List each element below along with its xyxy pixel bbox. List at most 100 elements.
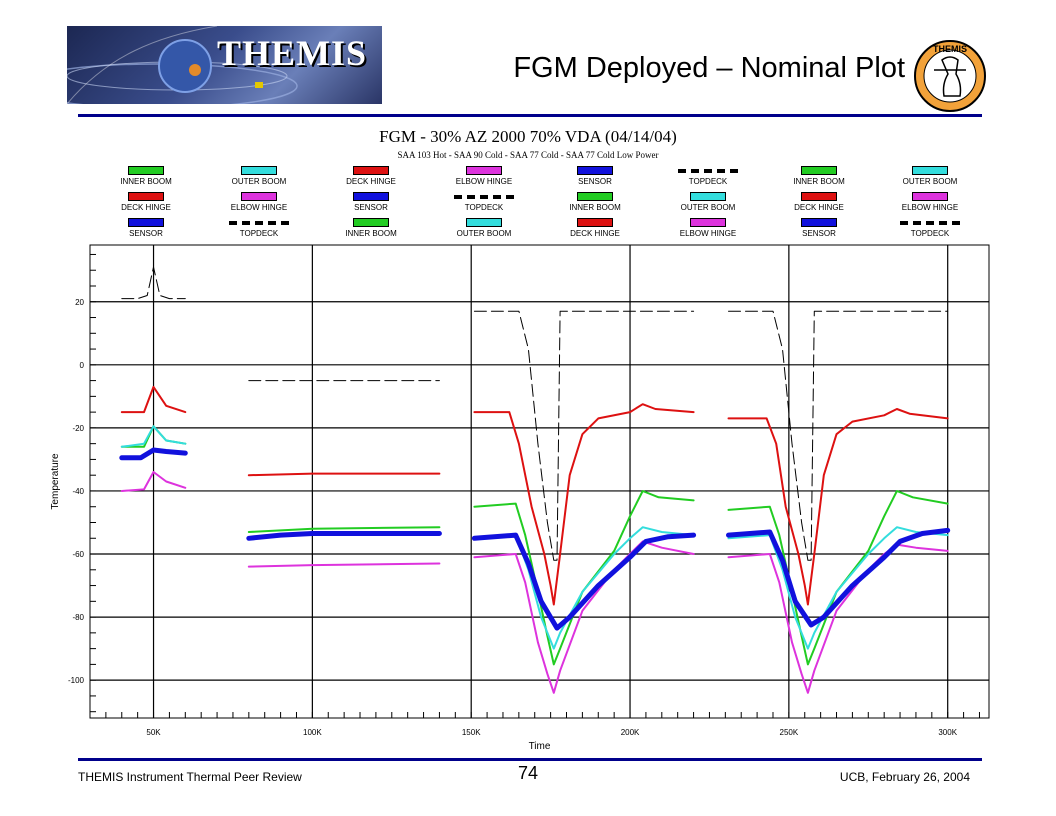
slide-title: FGM Deployed – Nominal Plot xyxy=(513,52,905,84)
legend-item: ELBOW HINGE xyxy=(653,218,763,238)
legend-item: INNER BOOM xyxy=(316,218,426,238)
y-tick-label: -80 xyxy=(72,613,84,622)
legend-item: SENSOR xyxy=(540,166,650,186)
legend-label: INNER BOOM xyxy=(345,229,397,238)
series-line-deck-hinge xyxy=(727,408,949,606)
footer-left: THEMIS Instrument Thermal Peer Review xyxy=(78,770,302,784)
legend-item: TOPDECK xyxy=(204,218,314,238)
legend-swatch xyxy=(128,166,164,175)
legend-label: OUTER BOOM xyxy=(902,177,958,186)
legend-item: TOPDECK xyxy=(653,166,763,186)
y-tick-label: -40 xyxy=(72,487,84,496)
chart-title: FGM - 30% AZ 2000 70% VDA (04/14/04) xyxy=(379,127,677,146)
series-line-outer-boom xyxy=(120,425,187,448)
footer-right: UCB, February 26, 2004 xyxy=(839,770,970,784)
legend-label: DECK HINGE xyxy=(570,229,620,238)
legend-item: DECK HINGE xyxy=(540,218,650,238)
legend-label: TOPDECK xyxy=(239,229,279,238)
legend-item: TOPDECK xyxy=(875,218,985,238)
legend-swatch xyxy=(577,192,613,201)
legend-swatch xyxy=(241,192,277,201)
legend-swatch xyxy=(912,192,948,201)
series-line-inner-boom xyxy=(473,490,695,666)
legend-label: OUTER BOOM xyxy=(680,203,736,212)
series-line-inner-boom xyxy=(727,490,949,666)
legend-item: OUTER BOOM xyxy=(429,218,539,238)
legend-label: SENSOR xyxy=(578,177,612,186)
series-line-topdeck xyxy=(728,310,949,561)
page-number: 74 xyxy=(517,763,539,783)
legend-label: ELBOW HINGE xyxy=(679,229,737,238)
temperature-chart: 50K 100K 150K 200K 250K 300K 20 0 -20 -40 -60 -80 -1… xyxy=(50,244,990,752)
x-axis-label: Time xyxy=(529,741,551,752)
legend-item: TOPDECK xyxy=(429,192,539,212)
series-line-elbow-hinge xyxy=(120,471,187,492)
legend-swatch xyxy=(353,166,389,175)
legend-label: ELBOW HINGE xyxy=(230,203,288,212)
legend-item: ELBOW HINGE xyxy=(875,192,985,212)
legend-label: SENSOR xyxy=(129,229,163,238)
legend-label: TOPDECK xyxy=(910,229,950,238)
x-tick-label: 100K xyxy=(303,728,322,737)
logo-graphic xyxy=(67,26,298,104)
legend-label: ELBOW HINGE xyxy=(455,177,513,186)
legend-item: INNER BOOM xyxy=(91,166,201,186)
series-line-sensor xyxy=(246,531,442,541)
legend-label: SENSOR xyxy=(354,203,388,212)
chart-subtitle: SAA 103 Hot - SAA 90 Cold - SAA 77 Cold … xyxy=(397,150,659,160)
logo-text: THEMIS xyxy=(217,33,368,73)
series-line-sensor xyxy=(119,447,188,461)
legend-item: DECK HINGE xyxy=(91,192,201,212)
legend-swatch xyxy=(128,218,164,227)
legend-swatch xyxy=(353,192,389,201)
y-tick-label: 0 xyxy=(80,361,85,370)
y-axis-label: Temperature xyxy=(50,453,61,510)
y-tick-label: -20 xyxy=(72,424,84,433)
legend-label: DECK HINGE xyxy=(794,203,844,212)
legend-swatch xyxy=(912,166,948,175)
legend-label: DECK HINGE xyxy=(346,177,396,186)
series-line-inner-boom xyxy=(247,526,441,533)
legend-swatch xyxy=(690,192,726,201)
legend-swatch xyxy=(801,218,837,227)
series-line-deck-hinge xyxy=(120,385,187,414)
y-tick-label: 20 xyxy=(75,298,84,307)
legend-swatch xyxy=(801,166,837,175)
legend-item: OUTER BOOM xyxy=(875,166,985,186)
themis-logo: THEMIS xyxy=(67,26,382,104)
x-tick-label: 150K xyxy=(462,728,481,737)
series-line-topdeck xyxy=(473,310,695,561)
legend-label: OUTER BOOM xyxy=(231,177,287,186)
themis-seal: THEMIS xyxy=(912,38,988,114)
legend-item: SENSOR xyxy=(764,218,874,238)
legend-swatch xyxy=(241,166,277,175)
legend-item: OUTER BOOM xyxy=(204,166,314,186)
x-tick-label: 250K xyxy=(780,728,799,737)
legend-item: SENSOR xyxy=(316,192,426,212)
x-tick-label: 300K xyxy=(938,728,957,737)
legend-swatch xyxy=(678,169,738,173)
legend-item: DECK HINGE xyxy=(316,166,426,186)
legend-swatch xyxy=(353,218,389,227)
series-line-elbow-hinge xyxy=(247,562,441,568)
legend-swatch xyxy=(229,221,289,225)
seal-text: THEMIS xyxy=(933,44,967,54)
legend-swatch xyxy=(577,166,613,175)
legend-label: TOPDECK xyxy=(464,203,504,212)
legend-swatch xyxy=(690,218,726,227)
series-line-deck-hinge xyxy=(247,472,441,477)
legend-item: INNER BOOM xyxy=(764,166,874,186)
series-line-deck-hinge xyxy=(473,403,695,606)
y-tick-label: -100 xyxy=(68,676,85,685)
legend-swatch xyxy=(466,166,502,175)
legend-item: ELBOW HINGE xyxy=(204,192,314,212)
legend-swatch xyxy=(466,218,502,227)
legend-item: INNER BOOM xyxy=(540,192,650,212)
legend-item: DECK HINGE xyxy=(764,192,874,212)
legend-swatch xyxy=(900,221,960,225)
legend-label: ELBOW HINGE xyxy=(901,203,959,212)
legend-item: ELBOW HINGE xyxy=(429,166,539,186)
footer-rule xyxy=(78,758,982,761)
seal-graphic: THEMIS xyxy=(914,40,986,112)
legend-label: SENSOR xyxy=(802,229,836,238)
